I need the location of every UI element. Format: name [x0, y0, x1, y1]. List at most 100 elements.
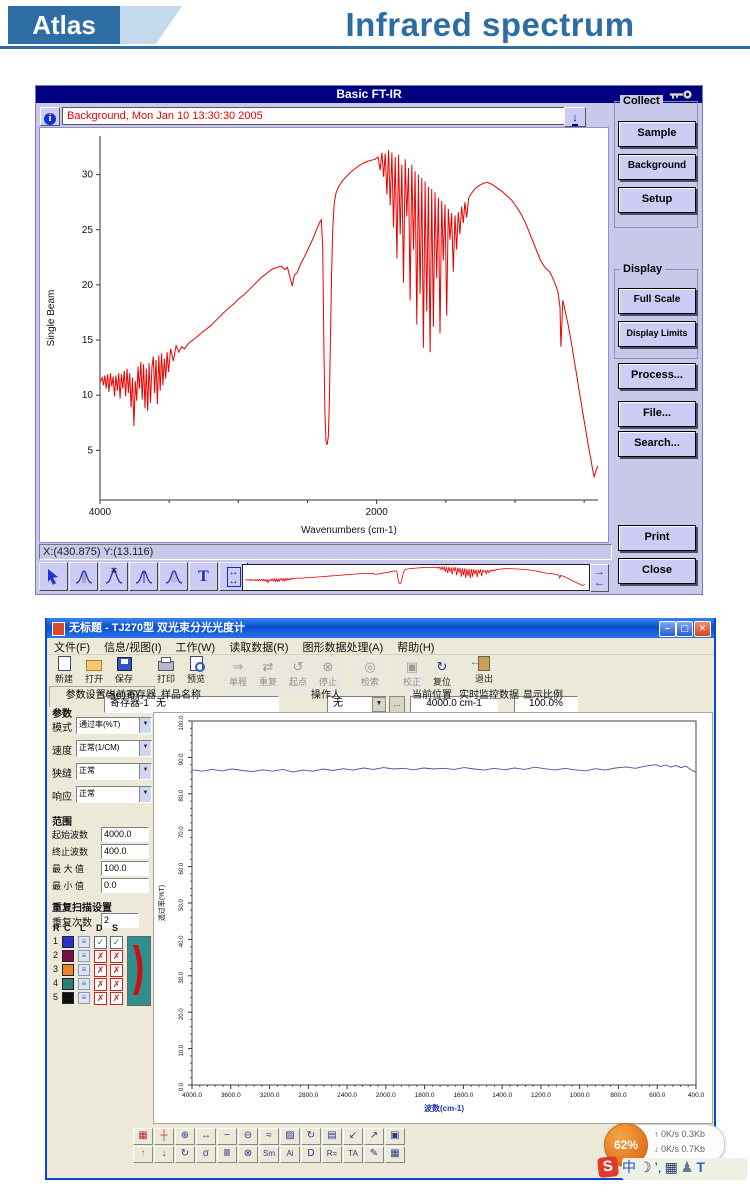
打印-toolbar-button[interactable]: 打印	[151, 655, 181, 689]
register-cross-icon[interactable]: ✗	[110, 964, 123, 977]
process-button[interactable]: Process...	[618, 363, 696, 389]
menu-item-2[interactable]: 工作(W)	[175, 642, 216, 654]
move-up-icon[interactable]: ↑	[133, 1146, 153, 1163]
param-select-2[interactable]: 正常 ▼	[76, 763, 152, 780]
register-color-swatch[interactable]	[62, 964, 74, 976]
select-dropdown-icon[interactable]: ▼	[139, 764, 151, 779]
image-icon[interactable]: ▨	[280, 1128, 300, 1145]
ftir-chart-area[interactable]: 30 25 20 15 10 5 4000 2000 Single Beam Wavenumber…	[39, 127, 609, 543]
peak-pick-tool[interactable]	[99, 562, 128, 591]
operator-dropdown-icon[interactable]: ▼	[372, 697, 386, 712]
spectrum-overview-strip[interactable]	[242, 564, 590, 591]
打开-toolbar-button[interactable]: 打开	[79, 656, 109, 690]
menu-item-3[interactable]: 读取数据(R)	[229, 642, 289, 654]
table-icon[interactable]: ▦	[385, 1146, 405, 1163]
display-limits-button[interactable]: Display Limits	[618, 321, 696, 347]
register-color-swatch[interactable]	[62, 992, 74, 1004]
grid-icon[interactable]: ▤	[322, 1128, 342, 1145]
sogou-icon[interactable]: S	[597, 1156, 619, 1178]
register-lines-icon[interactable]: ≡	[78, 992, 90, 1004]
param-select-0[interactable]: 通过率(%T) ▼	[76, 717, 152, 734]
columns-icon[interactable]: Ⅲ	[217, 1146, 237, 1163]
复位-toolbar-button[interactable]: ↻ 复位	[427, 659, 457, 693]
repeat-count-input[interactable]: 2	[101, 913, 139, 928]
pointer-tool[interactable]	[39, 562, 68, 591]
fit-window-icon[interactable]: ▦	[133, 1128, 153, 1145]
down-arrow-icon[interactable]: ↓	[564, 107, 586, 127]
register-cross-icon[interactable]: ✗	[94, 964, 107, 977]
derivative-icon[interactable]: D	[301, 1146, 321, 1163]
moon-icon[interactable]: ☽	[639, 1159, 652, 1175]
menu-item-4[interactable]: 图形数据处理(A)	[302, 642, 384, 654]
register-cross-icon[interactable]: ✗	[110, 992, 123, 1005]
peak-height-tool[interactable]	[129, 562, 158, 591]
range-input-2[interactable]: 100.0	[101, 861, 149, 876]
register-cross-icon[interactable]: ✗	[110, 950, 123, 963]
register-check-icon[interactable]: ✓	[110, 936, 123, 949]
register-lines-icon[interactable]: ≡	[78, 964, 90, 976]
expand-x-icon[interactable]: ↔	[196, 1128, 216, 1145]
select-dropdown-icon[interactable]: ▼	[139, 787, 151, 802]
pen-icon[interactable]: ✎	[364, 1146, 384, 1163]
register-cross-icon[interactable]: ✗	[110, 978, 123, 991]
smooth-icon[interactable]: Sm	[259, 1146, 279, 1163]
ta-icon[interactable]: TA	[343, 1146, 363, 1163]
crosshair-icon[interactable]: ┼	[154, 1128, 174, 1145]
select-dropdown-icon[interactable]: ▼	[139, 741, 151, 756]
spectrum-title-field[interactable]: Background, Mon Jan 10 13:30:30 2005	[62, 107, 565, 125]
peaks-icon[interactable]: ≈	[259, 1128, 279, 1145]
保存-toolbar-button[interactable]: 保存	[109, 656, 139, 690]
register-check-icon[interactable]: ✓	[94, 936, 107, 949]
register-lines-icon[interactable]: ≡	[78, 978, 90, 990]
range-input-1[interactable]: 400.0	[101, 844, 149, 859]
menu-item-0[interactable]: 文件(F)	[54, 642, 91, 654]
ai-icon[interactable]: Ai	[280, 1146, 300, 1163]
refresh-icon[interactable]: ↻	[301, 1128, 321, 1145]
swap-axis-tool[interactable]: → ←	[590, 564, 609, 592]
register-color-swatch[interactable]	[62, 978, 74, 990]
text-tool[interactable]: T	[189, 562, 218, 591]
close-button[interactable]: Close	[618, 558, 696, 584]
sigma-icon[interactable]: σ	[196, 1146, 216, 1163]
background-button[interactable]: Background	[618, 154, 696, 180]
menu-item-1[interactable]: 信息/视图(I)	[104, 642, 162, 654]
register-advance-panel[interactable]	[127, 936, 151, 1006]
ellipsis-button[interactable]: ...	[389, 696, 405, 713]
minimize-button[interactable]: –	[659, 621, 676, 637]
zoom-out-icon[interactable]: ⊖	[238, 1128, 258, 1145]
keyboard-icon[interactable]: ▦	[664, 1159, 678, 1175]
register-cross-icon[interactable]: ✗	[94, 992, 107, 1005]
tj270-chart-area[interactable]: 4000.0 3600.0 3200.0 2800.0 2400.0 2000.0 1800…	[153, 712, 713, 1124]
range-input-0[interactable]: 4000.0	[101, 827, 149, 842]
chinese-input-icon[interactable]: 中	[622, 1159, 636, 1175]
新建-toolbar-button[interactable]: 新建	[49, 655, 79, 689]
region-tool[interactable]	[69, 562, 98, 591]
person-icon[interactable]: ♟	[680, 1159, 694, 1175]
预览-toolbar-button[interactable]: 预览	[181, 655, 211, 689]
curve-down-icon[interactable]: ↙	[343, 1128, 363, 1145]
move-down-icon[interactable]: ↓	[154, 1146, 174, 1163]
peak-area-tool[interactable]	[159, 562, 188, 591]
range-input-3[interactable]: 0.0	[101, 878, 149, 893]
shrink-x-icon[interactable]: −	[217, 1128, 237, 1145]
sample-button[interactable]: Sample	[618, 121, 696, 147]
search-button[interactable]: Search...	[618, 431, 696, 457]
shirt-icon[interactable]: T	[696, 1159, 705, 1175]
maximize-button[interactable]: ▢	[676, 621, 693, 637]
curve-up-icon[interactable]: ↗	[364, 1128, 384, 1145]
menu-item-5[interactable]: 帮助(H)	[397, 642, 435, 654]
param-select-1[interactable]: 正常(1/CM) ▼	[76, 740, 152, 757]
r-equals-icon[interactable]: R=	[322, 1146, 342, 1163]
register-lines-icon[interactable]: ≡	[78, 950, 90, 962]
zoom-in-icon[interactable]: ⊕	[175, 1128, 195, 1145]
punctuation-icon[interactable]: ’,	[654, 1159, 662, 1175]
print-button[interactable]: Print	[618, 525, 696, 551]
info-icon[interactable]: i	[40, 107, 60, 126]
register-lines-icon[interactable]: ≡	[78, 936, 90, 948]
file-button[interactable]: File...	[618, 401, 696, 427]
register-color-swatch[interactable]	[62, 936, 74, 948]
退出-toolbar-button[interactable]: 退出	[469, 655, 499, 689]
register-cross-icon[interactable]: ✗	[94, 950, 107, 963]
register-color-swatch[interactable]	[62, 950, 74, 962]
register-cross-icon[interactable]: ✗	[94, 978, 107, 991]
